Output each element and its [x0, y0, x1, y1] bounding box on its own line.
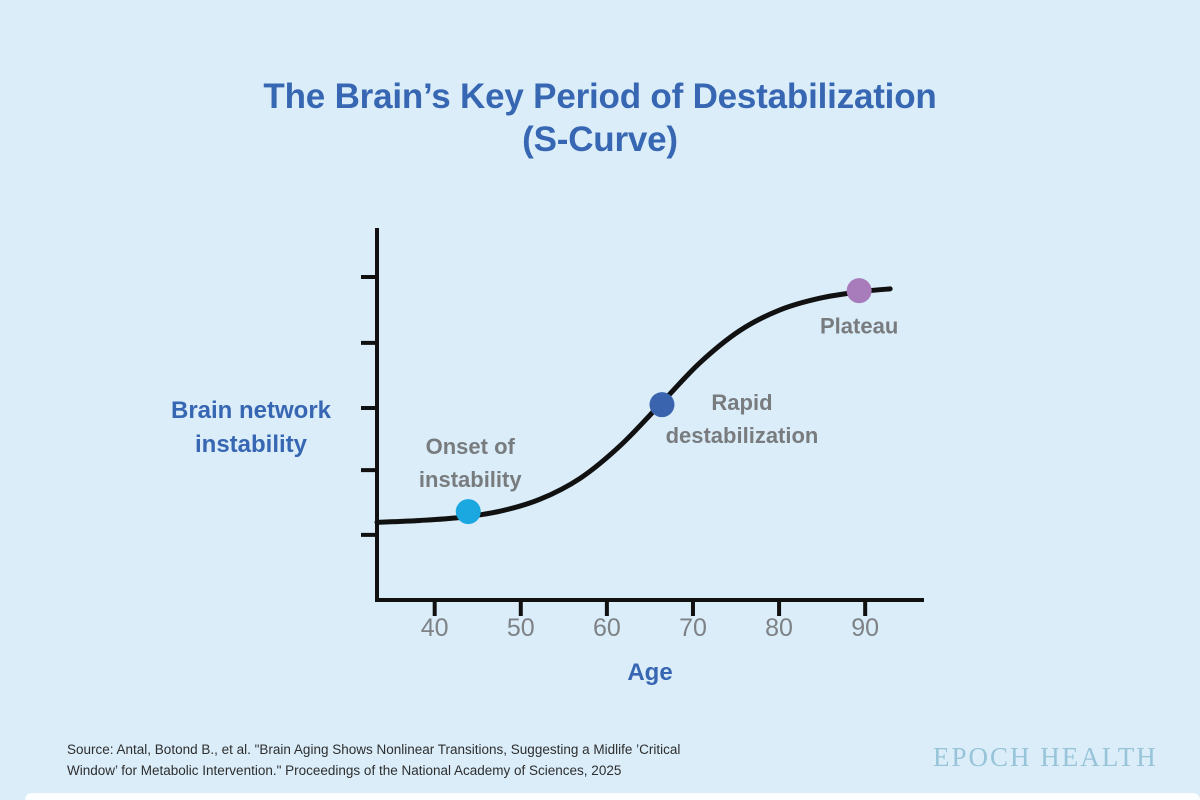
chart-title-line1: The Brain’s Key Period of Destabilizatio… [263, 77, 937, 116]
point-plateau [846, 278, 872, 304]
x-tick-label-60: 60 [593, 614, 621, 642]
point-onset [455, 499, 481, 525]
y-axis-label: Brain network instability [131, 394, 371, 462]
source-citation-line2: Window’ for Metabolic Intervention." Pro… [67, 763, 622, 778]
x-tick-label-50: 50 [507, 614, 535, 642]
x-axis-label: Age [627, 659, 673, 686]
chart-title-line2: (S-Curve) [522, 120, 678, 159]
source-citation-line1: Source: Antal, Botond B., et al. "Brain … [67, 742, 681, 757]
x-tick-label-40: 40 [421, 614, 449, 642]
point-label-line: instability [418, 466, 522, 492]
y-axis-label-line1: Brain network [170, 397, 332, 424]
bottom-card-edge [25, 793, 1200, 800]
point-label-line: Onset of [425, 433, 515, 459]
x-tick-label-70: 70 [679, 614, 707, 642]
point-label-line: Plateau [820, 313, 899, 339]
point-label-rapid: Rapid destabilization [666, 386, 819, 452]
point-label-plateau: Plateau [820, 309, 898, 342]
epoch-health-logo: EPOCH HEALTH [933, 742, 1158, 772]
point-label-onset: Onset of instability [419, 430, 522, 496]
point-label-line: destabilization [665, 422, 819, 448]
y-axis-label-line2: instability [194, 431, 308, 458]
source-citation: Source: Antal, Botond B., et al. "Brain … [67, 739, 680, 781]
chart-title: The Brain’s Key Period of Destabilizatio… [0, 75, 1200, 161]
point-label-line: Rapid [711, 389, 773, 415]
x-tick-label-90: 90 [851, 614, 879, 642]
point-rapid [649, 392, 675, 418]
x-tick-label-80: 80 [765, 614, 793, 642]
